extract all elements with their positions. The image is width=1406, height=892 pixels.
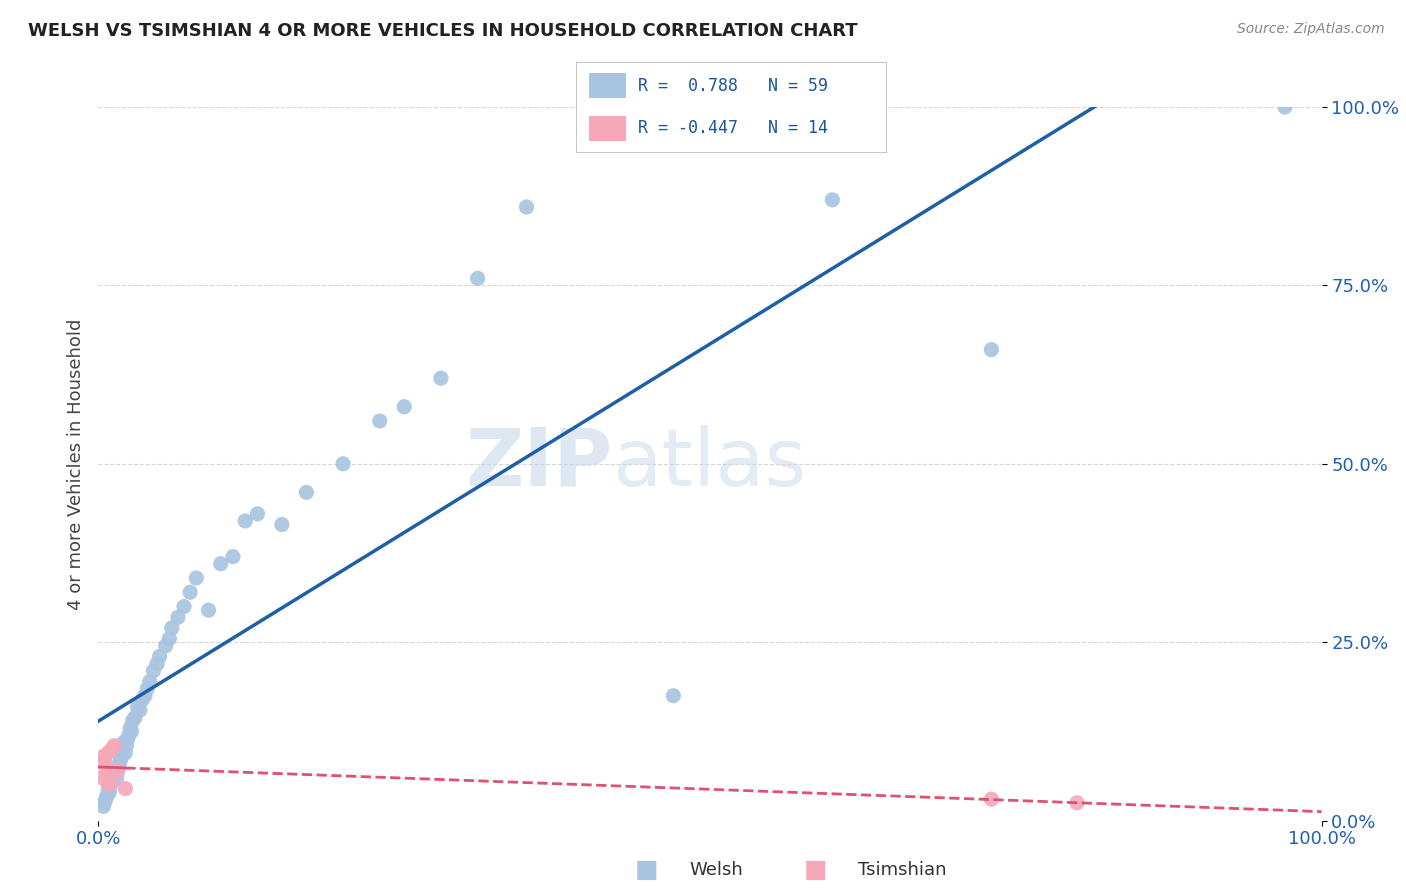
Point	[98, 778, 121, 792]
Point	[136, 681, 159, 696]
Point	[134, 689, 156, 703]
Point	[120, 724, 142, 739]
Text: atlas: atlas	[612, 425, 807, 503]
Point	[186, 571, 208, 585]
Point	[105, 771, 128, 785]
Point	[120, 721, 142, 735]
Point	[295, 485, 318, 500]
Point	[103, 739, 125, 753]
Point	[114, 781, 136, 796]
Point	[97, 746, 120, 760]
Point	[980, 792, 1002, 806]
Point	[179, 585, 201, 599]
Point	[197, 603, 219, 617]
Y-axis label: 4 or more Vehicles in Household: 4 or more Vehicles in Household	[66, 318, 84, 609]
Point	[91, 799, 114, 814]
Point	[108, 756, 131, 771]
Point	[110, 753, 132, 767]
Point	[91, 749, 114, 764]
Point	[107, 764, 129, 778]
Point	[155, 639, 177, 653]
Point	[101, 742, 124, 756]
Point	[515, 200, 537, 214]
Point	[1066, 796, 1088, 810]
Text: Welsh: Welsh	[689, 861, 742, 879]
Point	[101, 771, 124, 785]
Point	[467, 271, 489, 285]
Point	[146, 657, 169, 671]
Point	[93, 753, 115, 767]
Point	[233, 514, 256, 528]
Point	[246, 507, 269, 521]
Point	[430, 371, 453, 385]
Point	[97, 781, 120, 796]
Text: ZIP: ZIP	[465, 425, 612, 503]
Point	[100, 774, 122, 789]
Point	[1274, 100, 1296, 114]
Point	[209, 557, 232, 571]
Point	[117, 731, 139, 746]
Point	[101, 774, 124, 789]
Point	[94, 760, 117, 774]
Point	[104, 764, 127, 778]
Point	[114, 746, 136, 760]
FancyBboxPatch shape	[589, 116, 626, 141]
Text: R = -0.447   N = 14: R = -0.447 N = 14	[638, 120, 828, 137]
Point	[149, 649, 172, 664]
Point	[662, 689, 685, 703]
Point	[121, 714, 143, 728]
Point	[332, 457, 354, 471]
Point	[160, 621, 183, 635]
Point	[94, 792, 117, 806]
Point	[173, 599, 195, 614]
Point	[131, 692, 153, 706]
Text: Source: ZipAtlas.com: Source: ZipAtlas.com	[1237, 22, 1385, 37]
Point	[368, 414, 391, 428]
Text: WELSH VS TSIMSHIAN 4 OR MORE VEHICLES IN HOUSEHOLD CORRELATION CHART: WELSH VS TSIMSHIAN 4 OR MORE VEHICLES IN…	[28, 22, 858, 40]
Point	[107, 760, 129, 774]
Text: ■: ■	[804, 858, 827, 881]
Point	[96, 767, 118, 781]
Point	[139, 674, 162, 689]
Text: Tsimshian: Tsimshian	[858, 861, 946, 879]
Point	[129, 703, 152, 717]
Point	[157, 632, 180, 646]
Point	[127, 699, 149, 714]
Point	[222, 549, 245, 564]
Text: R =  0.788   N = 59: R = 0.788 N = 59	[638, 77, 828, 95]
Point	[392, 400, 416, 414]
Point	[100, 778, 122, 792]
Point	[91, 771, 114, 785]
Text: ■: ■	[636, 858, 658, 881]
Point	[96, 789, 118, 803]
FancyBboxPatch shape	[589, 73, 626, 98]
Point	[118, 728, 141, 742]
Point	[167, 610, 190, 624]
Point	[270, 517, 294, 532]
Point	[111, 749, 134, 764]
Point	[111, 742, 134, 756]
Point	[98, 785, 121, 799]
Point	[142, 664, 165, 678]
Point	[821, 193, 844, 207]
Point	[112, 735, 135, 749]
Point	[93, 796, 115, 810]
Point	[980, 343, 1002, 357]
Point	[124, 710, 146, 724]
Point	[115, 739, 138, 753]
Point	[103, 767, 125, 781]
